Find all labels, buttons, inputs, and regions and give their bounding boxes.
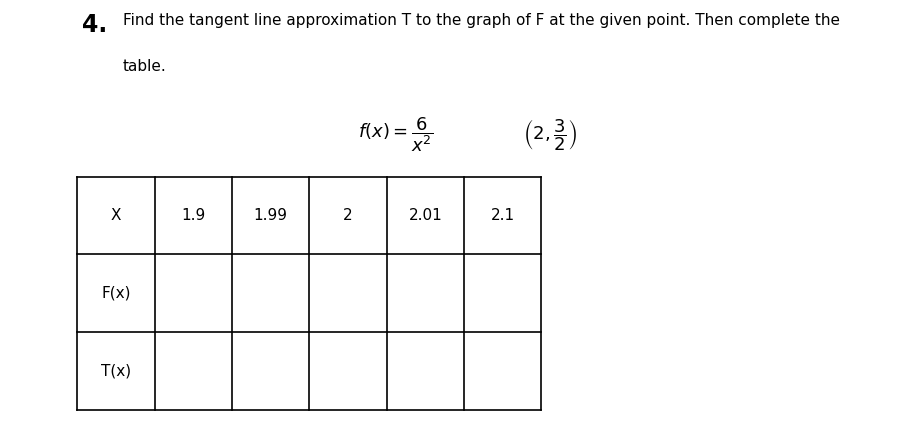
Text: 1.9: 1.9 <box>181 208 206 223</box>
Text: 1.99: 1.99 <box>254 208 288 223</box>
Text: $f(x) = \dfrac{6}{x^2}$: $f(x) = \dfrac{6}{x^2}$ <box>359 116 433 154</box>
Text: Find the tangent line approximation T to the graph of F at the given point. Then: Find the tangent line approximation T to… <box>123 13 840 28</box>
Text: 2.01: 2.01 <box>409 208 442 223</box>
Text: 2.1: 2.1 <box>490 208 515 223</box>
Text: X: X <box>111 208 121 223</box>
Text: T(x): T(x) <box>101 364 131 378</box>
Text: 4.: 4. <box>82 13 107 37</box>
Text: F(x): F(x) <box>101 286 131 301</box>
Text: 2: 2 <box>343 208 353 223</box>
Text: table.: table. <box>123 59 167 74</box>
Text: $\left(2,\dfrac{3}{2}\right)$: $\left(2,\dfrac{3}{2}\right)$ <box>523 118 577 153</box>
